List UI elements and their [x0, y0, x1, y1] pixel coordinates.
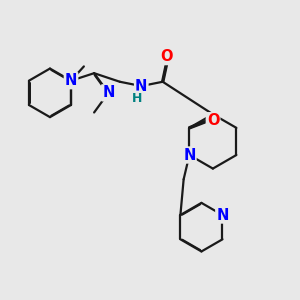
- Text: N: N: [102, 85, 115, 100]
- Text: H: H: [132, 92, 142, 105]
- Text: N: N: [65, 73, 77, 88]
- Text: O: O: [161, 49, 173, 64]
- Text: N: N: [183, 148, 196, 163]
- Text: N: N: [135, 79, 148, 94]
- Text: N: N: [216, 208, 229, 223]
- Text: O: O: [207, 113, 219, 128]
